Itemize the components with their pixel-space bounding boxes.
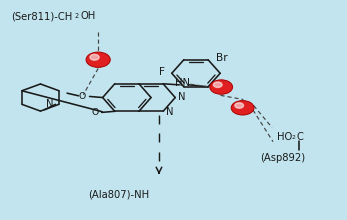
Text: N: N xyxy=(166,107,174,117)
Text: HN: HN xyxy=(175,78,191,88)
Text: (Asp892): (Asp892) xyxy=(261,153,306,163)
Text: C: C xyxy=(296,132,303,142)
Text: (Ala807)-NH: (Ala807)-NH xyxy=(88,189,149,199)
Text: F: F xyxy=(159,67,165,77)
Text: (Ser811)-CH: (Ser811)-CH xyxy=(11,11,72,21)
Text: HO: HO xyxy=(277,132,293,142)
Text: 2: 2 xyxy=(292,135,296,140)
Circle shape xyxy=(86,52,110,67)
Circle shape xyxy=(235,103,244,108)
Text: 2: 2 xyxy=(75,13,79,19)
Circle shape xyxy=(213,82,222,88)
Text: OH: OH xyxy=(80,11,95,21)
Text: O: O xyxy=(91,108,98,117)
Circle shape xyxy=(90,54,99,60)
Text: N: N xyxy=(46,99,53,109)
Text: N: N xyxy=(178,92,186,102)
Circle shape xyxy=(210,80,232,94)
Circle shape xyxy=(231,101,254,115)
Text: Br: Br xyxy=(216,53,227,63)
Text: O: O xyxy=(79,92,86,101)
